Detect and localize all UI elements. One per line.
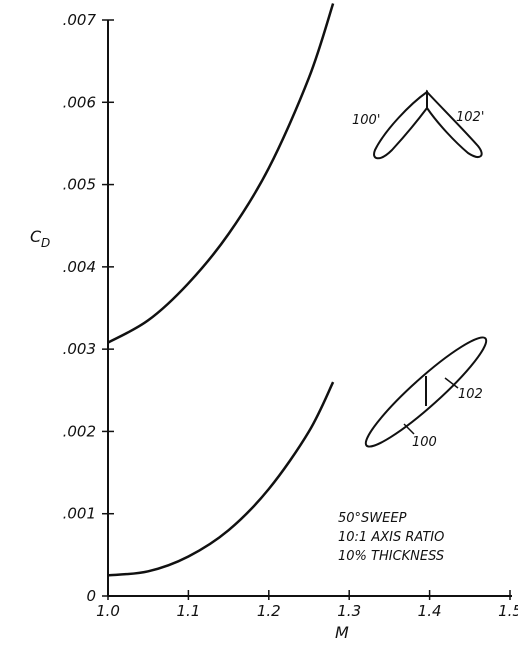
oblique-wing-outline: [364, 336, 488, 448]
oblique-wing-sketch: [364, 336, 488, 448]
y-tick-label: .003: [63, 340, 96, 358]
y-tick-label: .006: [63, 93, 96, 111]
y-tick-label: .004: [63, 258, 96, 276]
annotation-sweep: 50°SWEEP: [338, 511, 407, 526]
swept-wing-left-panel: [373, 90, 428, 160]
y-tick-label: .005: [63, 176, 96, 194]
wing-label-102-prime: 102': [456, 110, 484, 125]
upper-drag-curve: [107, 3, 335, 344]
wing-label-100: 100: [412, 435, 437, 450]
x-tick-label: 1.2: [257, 602, 281, 620]
x-tick-label: 1.4: [418, 602, 442, 620]
y-axis-title: C: [30, 227, 42, 246]
y-tick-group: 0 .001 .002 .003 .004 .005 .006 .007: [63, 11, 114, 605]
x-tick-label: 1.3: [337, 602, 361, 620]
y-tick-label: .002: [63, 422, 96, 440]
oblique-wing-leader-102: [444, 377, 459, 389]
y-tick-label: 0: [86, 587, 96, 605]
wing-label-102: 102: [458, 387, 483, 402]
x-tick-label: 1.1: [176, 602, 200, 620]
wing-label-100-prime: 100': [352, 113, 380, 128]
swept-wing-right-panel: [426, 89, 483, 158]
y-tick-label: .007: [63, 11, 97, 29]
annotation-thickness: 10% THICKNESS: [338, 549, 444, 564]
series-group: [107, 3, 335, 577]
oblique-wing-leader-100: [403, 423, 415, 435]
swept-wing-sketch: [373, 89, 483, 160]
x-tick-group: 1.0 1.1 1.2 1.3 1.4 1.5: [96, 590, 518, 620]
annotation-axis-ratio: 10:1 AXIS RATIO: [338, 530, 444, 545]
x-tick-label: 1.5: [498, 602, 518, 620]
y-tick-label: .001: [63, 505, 96, 523]
x-axis-title: M: [335, 623, 349, 642]
x-tick-label: 1.0: [96, 602, 120, 620]
lower-drag-curve: [107, 381, 335, 577]
y-axis-title-subscript: D: [41, 236, 50, 250]
